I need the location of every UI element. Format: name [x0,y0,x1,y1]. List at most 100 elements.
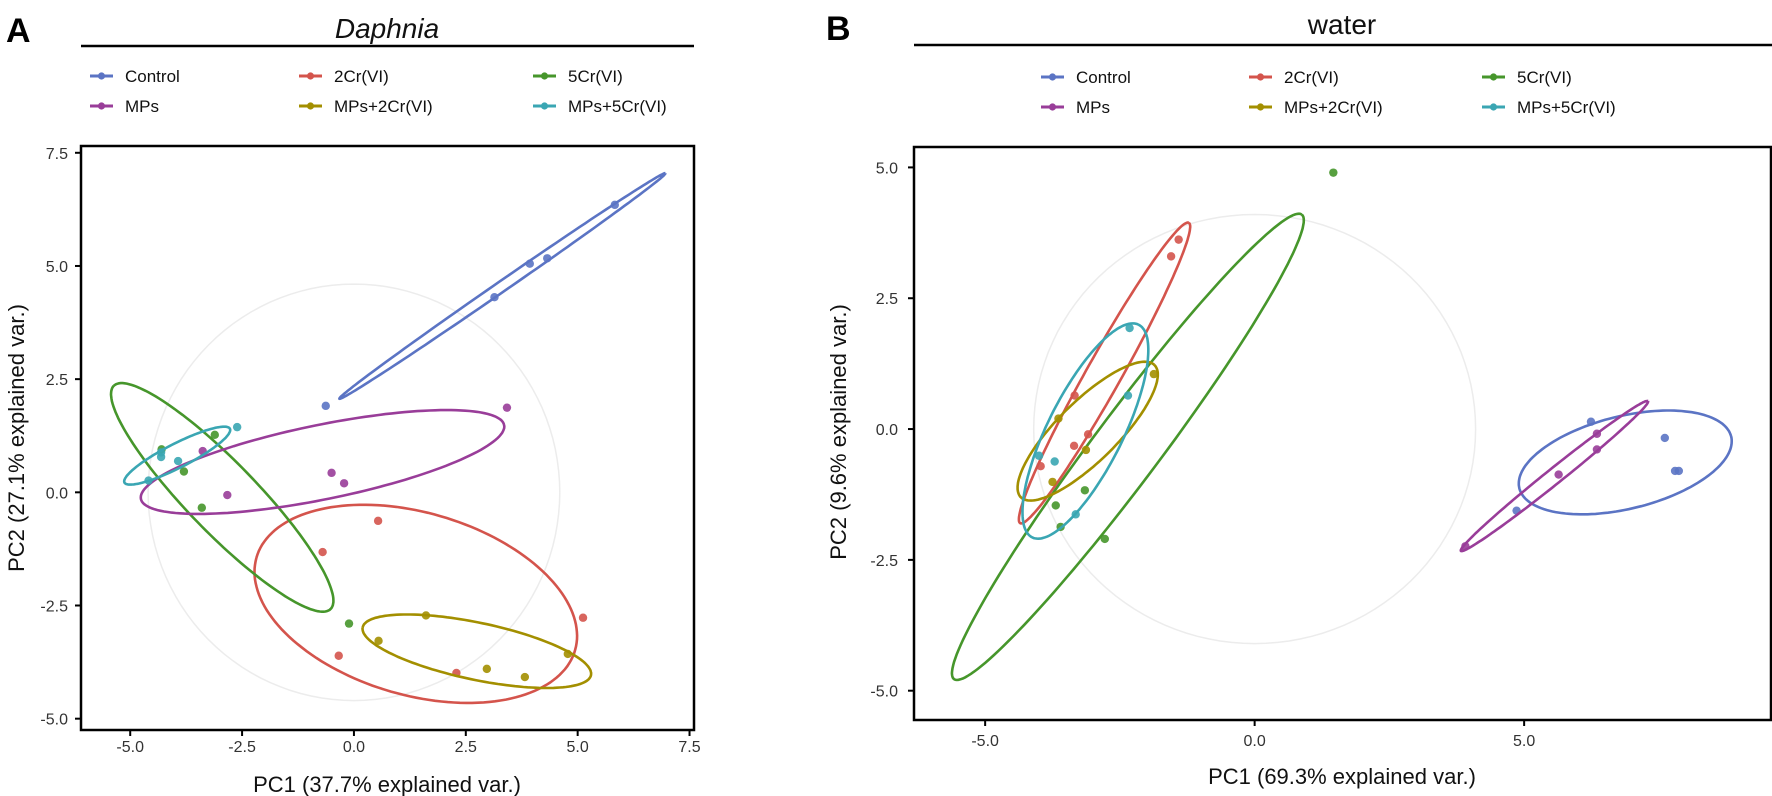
y-tick-label: 2.5 [876,291,898,308]
ellipse-mps-5cr-vi- [122,425,232,486]
data-point-5cr-vi- [344,619,354,628]
legend-label: MPs+5Cr(VI) [568,97,667,116]
data-point-mps-2cr-vi- [482,664,492,674]
ellipse-control [1517,409,1733,516]
data-point-mps [502,403,512,412]
ellipse-5cr-vi- [950,212,1306,682]
data-point-5cr-vi- [1080,486,1090,495]
legend-dot-swatch [1048,103,1057,111]
ellipse-5cr-vi- [109,381,335,614]
panel-a-plot: Control 2Cr(VI) 5Cr(VI) MPs MPs+2Cr(VI) MPs+5… [40,67,700,756]
x-tick-label: -5.0 [116,739,144,756]
legend-label: 5Cr(VI) [568,67,623,86]
legend-item: MPs+2Cr(VI) [299,97,433,116]
plot-layer: Control 2Cr(VI) 5Cr(VI) MPs MPs+2Cr(VI) MPs+5… [40,67,1772,756]
legend-label: MPs+5Cr(VI) [1517,98,1616,117]
legend-label: 2Cr(VI) [334,67,389,86]
data-point-control [1674,466,1684,476]
y-tick-label: 0.0 [876,422,898,439]
legend-dot-swatch [540,72,549,80]
data-point-mps-5cr-vi- [1034,451,1044,460]
data-point-mps-5cr-vi- [232,422,242,432]
legend-label: Control [1076,68,1131,87]
data-point-2cr-vi- [1036,462,1045,471]
legend-dot-swatch [540,102,549,110]
data-point-2cr-vi- [1069,441,1079,450]
legend-dot-swatch [1489,73,1498,81]
data-point-2cr-vi- [578,613,588,622]
y-tick-label: -2.5 [40,599,68,616]
panel-b-xlabel: PC1 (69.3% explained var.) [1208,764,1476,789]
data-point-mps [1554,470,1563,479]
legend-label: MPs+2Cr(VI) [1284,98,1383,117]
data-point-control [525,259,534,268]
legend-label: MPs [125,97,159,116]
data-point-mps-2cr-vi- [520,672,530,682]
data-point-mps-2cr-vi- [1054,414,1063,423]
ellipse-2cr-vi- [1017,221,1192,525]
x-tick-label: 7.5 [678,739,700,756]
data-point-control [490,293,499,302]
data-point-mps-5cr-vi- [144,476,153,485]
x-tick-label: 0.0 [1244,733,1266,750]
data-point-mps-2cr-vi- [1048,477,1057,487]
y-tick-label: 0.0 [46,485,68,502]
data-point-mps-5cr-vi- [173,456,183,466]
panel-letter-a: A [6,12,31,50]
data-point-mps-5cr-vi- [156,452,166,462]
legend-item: MPs+2Cr(VI) [1249,98,1383,117]
legend-dot-swatch [1048,73,1057,81]
data-point-2cr-vi- [1083,430,1093,439]
x-tick-label: 2.5 [455,739,477,756]
data-point-5cr-vi- [210,430,219,440]
data-point-mps [1592,445,1602,454]
panel-a-title: Daphnia [335,13,439,44]
legend-label: MPs [1076,98,1110,117]
x-tick-label: -2.5 [228,739,256,756]
legend-item: 2Cr(VI) [299,67,389,86]
plot-frame [912,145,1772,722]
data-point-mps [339,479,349,488]
legend-item: 5Cr(VI) [1482,68,1572,87]
legend-item: 5Cr(VI) [533,67,623,86]
y-tick-label: -5.0 [870,684,898,701]
panel-a-xlabel: PC1 (37.7% explained var.) [253,772,521,796]
legend-dot-swatch [97,102,106,110]
legend-label: MPs+2Cr(VI) [334,97,433,116]
plot-area [109,171,667,705]
y-tick-label: 7.5 [46,146,68,163]
data-point-control [543,254,552,263]
legend-item: Control [90,67,180,86]
data-point-mps-5cr-vi- [1125,323,1134,333]
data-point-mps-2cr-vi- [1081,445,1091,455]
ellipse-mps [1459,399,1650,553]
data-point-control [321,401,330,411]
ellipse-mps-5cr-vi- [1021,322,1150,541]
legend-item: 2Cr(VI) [1249,68,1339,87]
y-tick-label: 5.0 [876,160,898,177]
data-point-mps-5cr-vi- [1071,510,1080,519]
plot-frame [79,144,696,732]
legend-dot-swatch [97,72,106,80]
x-tick-label: -5.0 [971,733,999,750]
legend-dot-swatch [1489,103,1498,111]
data-point-mps-5cr-vi- [1050,457,1059,466]
data-point-mps-2cr-vi- [374,636,383,646]
legend-item: MPs [90,97,159,116]
x-tick-label: 0.0 [343,739,365,756]
data-point-mps [1461,542,1470,551]
data-point-2cr-vi- [1174,235,1183,244]
data-point-5cr-vi- [1051,501,1060,510]
data-point-5cr-vi- [1329,168,1338,177]
data-point-control [1586,417,1596,426]
legend-item: MPs+5Cr(VI) [533,97,667,116]
panel-b-title: water [1307,9,1376,40]
legend-item: MPs+5Cr(VI) [1482,98,1616,117]
data-point-2cr-vi- [373,516,383,526]
data-point-mps-2cr-vi- [563,649,573,659]
ellipse-2cr-vi- [253,503,579,705]
legend-dot-swatch [306,102,315,110]
data-point-mps [1592,429,1602,438]
x-tick-label: 5.0 [567,739,589,756]
